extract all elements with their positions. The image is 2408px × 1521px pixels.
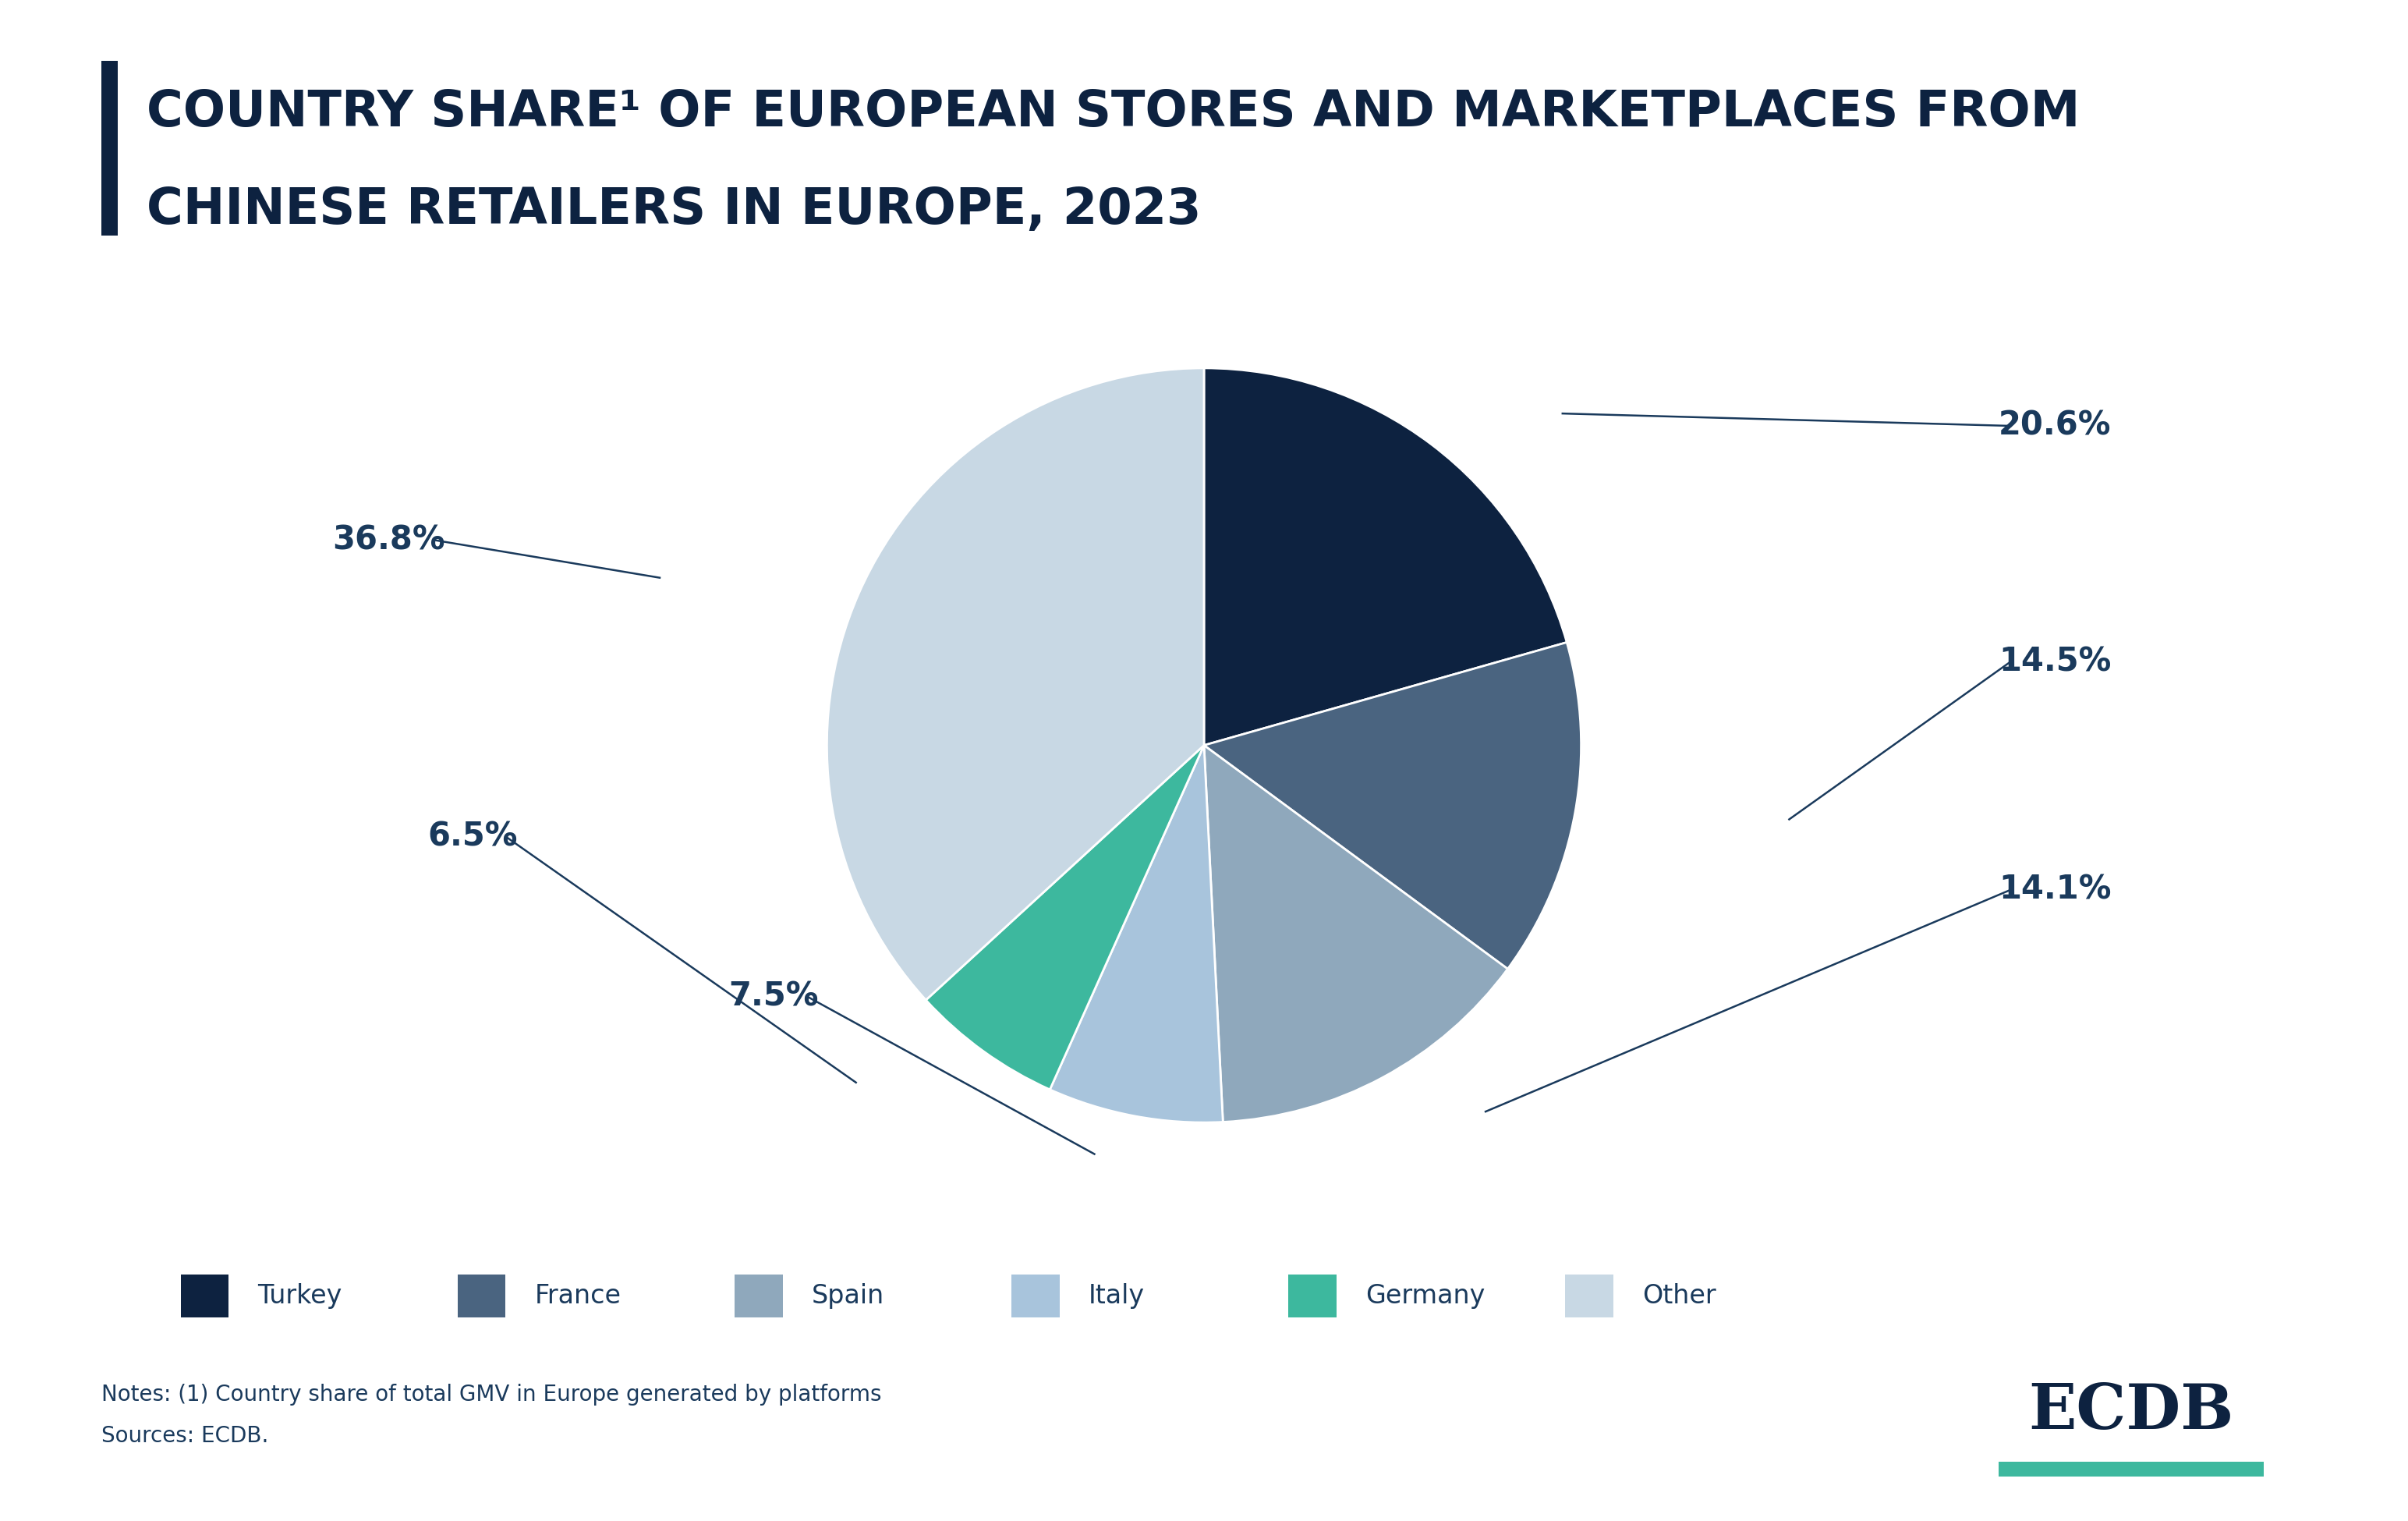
Bar [1565,1275,1613,1317]
Text: 20.6%: 20.6% [1999,409,2112,443]
Text: 14.5%: 14.5% [1999,645,2112,678]
Text: ECDB: ECDB [2028,1381,2235,1442]
Bar [1999,1462,2264,1477]
Text: 7.5%: 7.5% [730,980,819,1013]
Text: CHINESE RETAILERS IN EUROPE, 2023: CHINESE RETAILERS IN EUROPE, 2023 [147,186,1202,234]
Wedge shape [1204,642,1582,969]
Text: France: France [535,1284,621,1308]
Text: 6.5%: 6.5% [429,820,518,853]
Bar [734,1275,783,1317]
Wedge shape [1050,745,1223,1122]
Text: Germany: Germany [1365,1284,1486,1308]
Bar [458,1275,506,1317]
Text: COUNTRY SHARE¹ OF EUROPEAN STORES AND MARKETPLACES FROM: COUNTRY SHARE¹ OF EUROPEAN STORES AND MA… [147,88,2081,137]
Text: 36.8%: 36.8% [332,523,445,557]
Bar [181,1275,229,1317]
Bar [101,61,118,236]
Text: Italy: Italy [1088,1284,1144,1308]
Wedge shape [927,745,1204,1089]
Wedge shape [826,368,1204,999]
Text: Spain: Spain [811,1284,884,1308]
Text: Turkey: Turkey [258,1284,342,1308]
Wedge shape [1204,368,1568,745]
Text: Notes: (1) Country share of total GMV in Europe generated by platforms: Notes: (1) Country share of total GMV in… [101,1384,881,1405]
Bar [1288,1275,1336,1317]
Text: Other: Other [1642,1284,1717,1308]
Text: 14.1%: 14.1% [1999,873,2112,907]
Bar [1011,1275,1060,1317]
Text: Sources: ECDB.: Sources: ECDB. [101,1425,267,1446]
Wedge shape [1204,745,1507,1122]
